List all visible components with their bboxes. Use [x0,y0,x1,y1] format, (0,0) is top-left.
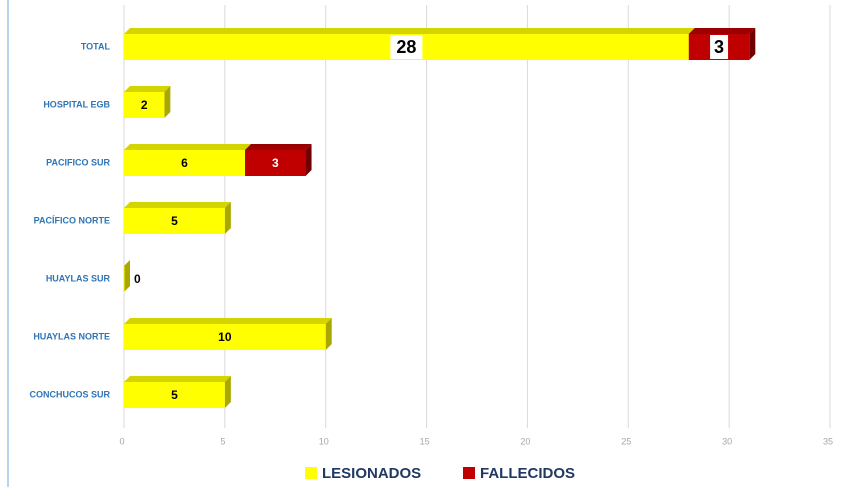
bar-side [124,260,130,292]
x-tick-label: 20 [520,436,530,446]
bar-side [164,86,171,118]
value-label: 3 [272,156,279,170]
bar [124,324,326,350]
y-tick-label: HUAYLAS NORTE [33,331,110,341]
legend-swatch [305,467,317,479]
value-label: 0 [134,272,141,286]
x-tick-label: 5 [220,436,225,446]
y-tick-label: HOSPITAL EGB [43,99,110,109]
y-tick-label: HUAYLAS SUR [46,273,111,283]
value-label: 6 [181,156,188,170]
bar-side [325,318,332,350]
legend-label: LESIONADOS [322,465,421,482]
bar-top [124,86,171,92]
bar-top [245,144,312,150]
bar [124,92,165,118]
value-label: 10 [218,330,232,344]
legend-label: FALLECIDOS [480,465,575,482]
y-tick-label: CONCHUCOS SUR [29,389,110,399]
x-tick-label: 10 [319,436,329,446]
label-bg [710,35,729,59]
value-label: 3 [714,37,724,57]
y-tick-label: PACÍFICO NORTE [34,215,110,225]
bar-side [749,28,756,60]
bar-top [124,202,231,208]
bar-side [224,202,231,234]
bar-side [305,144,312,176]
value-label: 28 [396,37,416,57]
value-label: 5 [171,214,178,228]
bar-top [124,318,332,324]
x-tick-label: 30 [722,436,732,446]
bar-top [124,144,252,150]
bar [124,208,225,234]
label-bg [390,35,423,59]
x-tick-label: 35 [823,436,833,446]
bar [124,382,225,408]
bar [124,266,125,292]
bar-side [224,376,231,408]
x-tick-label: 0 [119,436,124,446]
y-tick-label: PACIFICO SUR [46,157,110,167]
x-tick-label: 25 [621,436,631,446]
value-label: 2 [141,98,148,112]
bar-top [124,376,231,382]
value-label: 5 [171,388,178,402]
bar-top [688,28,756,34]
legend-swatch [463,467,475,479]
y-tick-label: TOTAL [81,41,111,51]
bar [124,150,246,176]
bar-top [124,28,695,34]
bar [245,150,306,176]
x-tick-label: 15 [420,436,430,446]
